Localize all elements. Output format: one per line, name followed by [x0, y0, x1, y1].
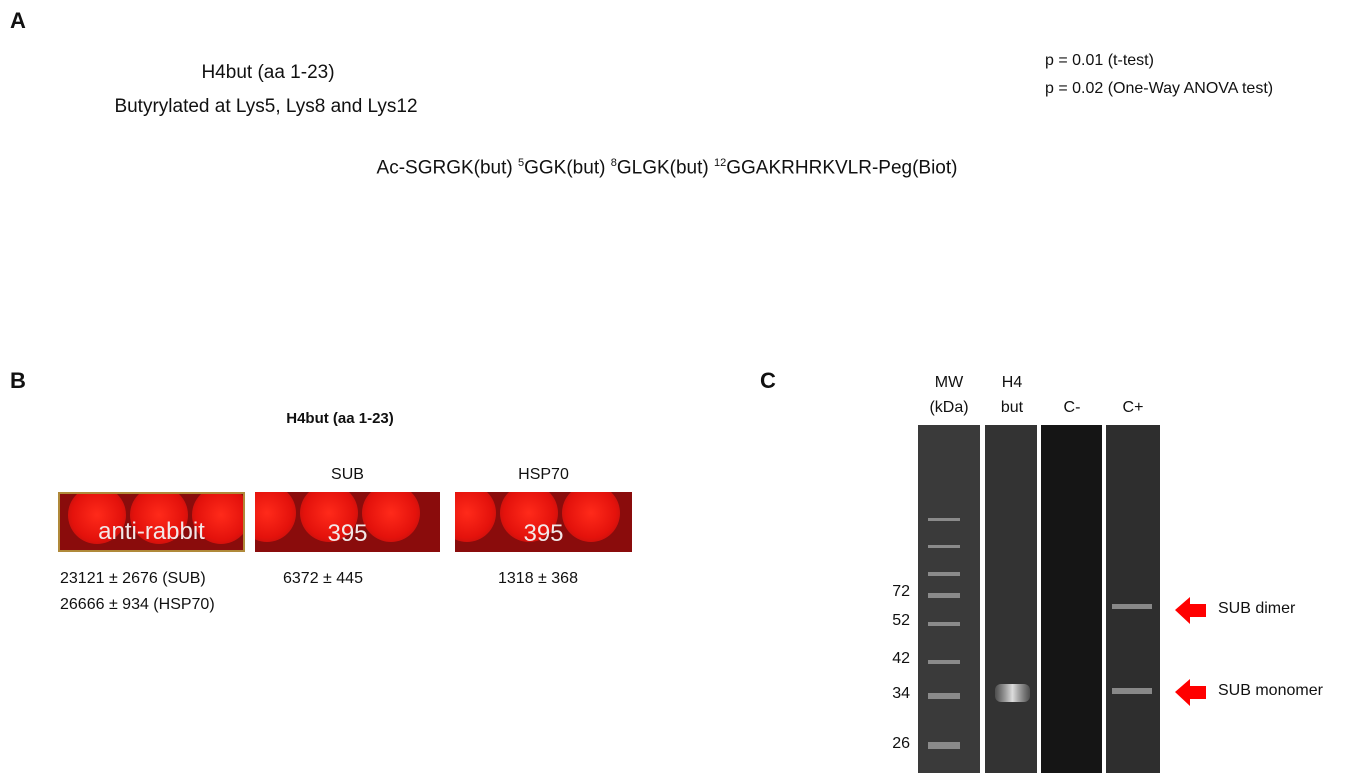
mw-marker: 52: [874, 612, 910, 630]
spot-header: SUB: [331, 466, 364, 484]
gel-lane: [985, 425, 1037, 773]
figure: A H4but (aa 1-23) Butyrylated at Lys5, L…: [0, 0, 1372, 773]
band: [995, 684, 1030, 702]
lane-label: MW: [935, 374, 963, 392]
arrow: [1175, 679, 1206, 706]
mw-marker: 26: [874, 735, 910, 753]
arrow: [1175, 597, 1206, 624]
intensity-value: 23121 ± 2676 (SUB): [60, 570, 206, 588]
mw-marker: 42: [874, 650, 910, 668]
band: [1112, 688, 1152, 694]
spot-image: 395: [455, 492, 632, 552]
intensity-value: 6372 ± 445: [283, 570, 363, 588]
gel-lane: [1106, 425, 1160, 773]
arrow-label: SUB dimer: [1218, 600, 1295, 618]
gel-lane: [1041, 425, 1102, 773]
lane-label: but: [1001, 399, 1023, 417]
band: [1112, 604, 1152, 609]
spot-image: 395: [255, 492, 440, 552]
intensity-value: 1318 ± 368: [498, 570, 578, 588]
image-text: anti-rabbit: [60, 518, 243, 546]
lane-label: H4: [1002, 374, 1022, 392]
lane-label: (kDa): [929, 399, 968, 417]
lane-label: C-: [1064, 399, 1081, 417]
mw-marker: 72: [874, 583, 910, 601]
arrow-label: SUB monomer: [1218, 682, 1323, 700]
spot-header: HSP70: [518, 466, 569, 484]
image-text: 395: [255, 520, 440, 548]
intensity-value: 26666 ± 934 (HSP70): [60, 596, 215, 614]
image-text: 395: [455, 520, 632, 548]
mw-marker: 34: [874, 685, 910, 703]
lane-label: C+: [1123, 399, 1144, 417]
spot-image: anti-rabbit: [58, 492, 245, 552]
gel: [0, 0, 1372, 773]
gel-lane: [918, 425, 980, 773]
